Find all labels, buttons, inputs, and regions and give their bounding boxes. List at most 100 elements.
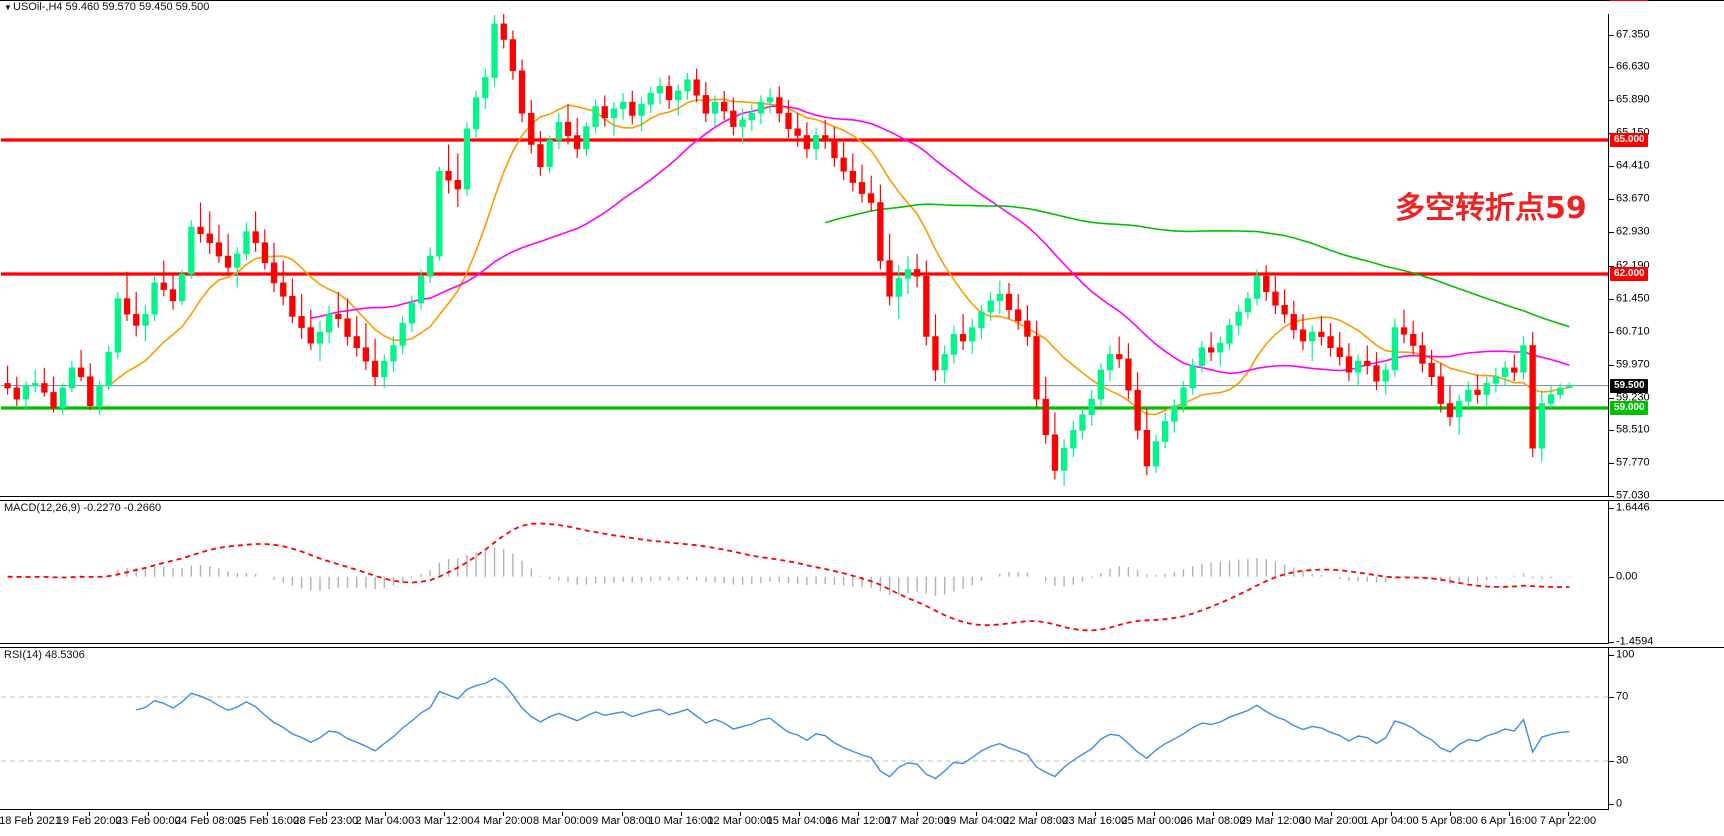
price-tick-label: 58.510 <box>1616 423 1650 436</box>
price-tick <box>1609 429 1614 431</box>
time-tick <box>1508 812 1510 816</box>
macd-tick <box>1609 508 1614 509</box>
time-tick <box>917 812 919 816</box>
rsi-tick-label: 0 <box>1616 797 1623 810</box>
time-tick-label: 28 Feb 23:00 <box>293 815 359 827</box>
collapse-icon[interactable]: ▼ <box>4 3 12 12</box>
time-tick-label: 15 Mar 04:00 <box>766 815 832 827</box>
rsi-tick-label: 30 <box>1616 754 1629 767</box>
macd-tick-label: 1.6446 <box>1616 501 1650 514</box>
price-tick <box>1609 199 1614 201</box>
symbol-info-bar: ▼USOil-,H4 59.460 59.570 59.450 59.500 <box>0 1 1724 14</box>
time-tick-label: 6 Apr 16:00 <box>1480 815 1537 827</box>
symbol-ohlc-text: USOil-,H4 59.460 59.570 59.450 59.500 <box>13 1 210 13</box>
time-tick <box>1331 812 1333 816</box>
time-tick <box>562 812 564 816</box>
price-tick <box>1609 100 1614 102</box>
price-tick <box>1609 35 1614 37</box>
macd-label: MACD(12,26,9) -0.2270 -0.2660 <box>2 502 165 515</box>
price-tag-bid: 59.500 <box>1610 378 1648 393</box>
time-tick-label: 29 Mar 12:00 <box>1239 815 1305 827</box>
time-tick-label: 19 Mar 04:00 <box>944 815 1009 827</box>
time-tick <box>1390 812 1392 816</box>
time-tick <box>1035 812 1037 816</box>
price-tick-label: 65.890 <box>1616 93 1650 106</box>
macd-histogram <box>16 547 1571 596</box>
rsi-tick <box>1609 655 1614 656</box>
time-tick-label: 9 Mar 08:00 <box>592 815 651 827</box>
time-tick-label: 7 Apr 22:00 <box>1539 815 1597 827</box>
time-tick <box>1213 812 1215 816</box>
rsi-tick-label: 70 <box>1616 690 1629 703</box>
time-tick <box>1153 812 1155 816</box>
time-tick-label: 18 Feb 2021 <box>0 815 61 827</box>
time-tick-label: 8 Mar 00:00 <box>533 815 592 827</box>
macd-tick-label: -1.4594 <box>1616 635 1654 648</box>
time-tick-label: 25 Feb 16:00 <box>234 815 300 827</box>
time-tick-label: 24 Feb 08:00 <box>175 815 240 827</box>
rsi-tick-label: 100 <box>1616 648 1635 661</box>
time-tick <box>621 812 623 816</box>
price-tick <box>1609 265 1614 267</box>
macd-tick <box>1609 576 1614 578</box>
price-tick-label: 62.190 <box>1616 259 1650 272</box>
rsi-plot-area[interactable] <box>1 649 1608 809</box>
macd-tick-label: 0.00 <box>1616 570 1638 583</box>
price-tick <box>1609 331 1614 333</box>
time-tick <box>148 812 150 816</box>
time-tick <box>30 812 31 816</box>
rsi-panel: RSI(14) 48.5306 100 70 30 0 <box>0 647 1724 810</box>
price-tick-label: 63.670 <box>1616 192 1650 205</box>
price-tick <box>1609 166 1614 168</box>
time-tick-label: 3 Mar 12:00 <box>414 815 474 827</box>
price-chart-svg <box>1 4 1608 487</box>
price-tick <box>1609 298 1614 300</box>
time-tick <box>266 812 268 816</box>
price-plot-area[interactable] <box>1 2 1608 496</box>
time-tick-label: 10 Mar 16:00 <box>648 815 714 827</box>
price-tick <box>1609 67 1614 69</box>
price-tick-label: 59.230 <box>1616 391 1650 404</box>
time-tick <box>799 812 800 816</box>
time-tick-label: 16 Mar 12:00 <box>825 815 891 827</box>
price-tick-label: 66.630 <box>1616 60 1650 73</box>
time-tick-label: 23 Mar 16:00 <box>1062 815 1128 827</box>
price-tick-label: 67.350 <box>1616 28 1650 41</box>
macd-plot-area[interactable] <box>1 502 1608 643</box>
time-tick-label: 26 Mar 08:00 <box>1180 815 1246 827</box>
price-tick-label: 65.150 <box>1616 127 1650 139</box>
macd-chart-svg <box>7 522 1571 632</box>
rsi-tick <box>1609 804 1614 805</box>
time-tick <box>739 812 741 816</box>
time-axis: 18 Feb 2021 19 Feb 20:00 23 Feb 00:00 24 Fe… <box>0 812 1724 836</box>
price-axis: 67.350 66.630 65.890 65.150 64.410 63.670 62.9… <box>1608 0 1724 501</box>
candle-series <box>4 6 1573 487</box>
time-tick-label: 25 Mar 00:00 <box>1121 815 1187 827</box>
price-tick <box>1609 232 1614 234</box>
price-tick-label: 61.450 <box>1616 292 1650 305</box>
time-tick-label: 1 Apr 04:00 <box>1362 815 1419 827</box>
time-tick-label: 19 Feb 20:00 <box>56 815 122 827</box>
price-tick-label: 60.710 <box>1616 325 1650 338</box>
time-tick <box>1449 812 1451 816</box>
ma-medium-line <box>310 105 1570 375</box>
time-tick-label: 2 Mar 04:00 <box>355 815 415 827</box>
time-tick <box>1568 812 1569 816</box>
time-tick <box>858 812 860 816</box>
ma-fast-line <box>108 98 1570 416</box>
price-tick-label: 59.970 <box>1616 358 1650 371</box>
time-tick-label: 30 Mar 20:00 <box>1298 815 1364 827</box>
time-tick <box>384 812 386 816</box>
price-tick <box>1609 496 1614 497</box>
time-tick-label: 4 Mar 20:00 <box>473 815 533 827</box>
price-tick-label: 62.930 <box>1616 225 1650 238</box>
time-tick <box>207 812 209 816</box>
rsi-tick <box>1609 761 1614 762</box>
price-tag-level: 59.000 <box>1610 401 1648 415</box>
time-tick <box>976 812 978 816</box>
rsi-chart-svg <box>1 677 1608 780</box>
time-tick <box>1272 812 1274 816</box>
time-tick-label: 17 Mar 20:00 <box>884 815 950 827</box>
price-tick-label: 57.770 <box>1616 456 1650 469</box>
